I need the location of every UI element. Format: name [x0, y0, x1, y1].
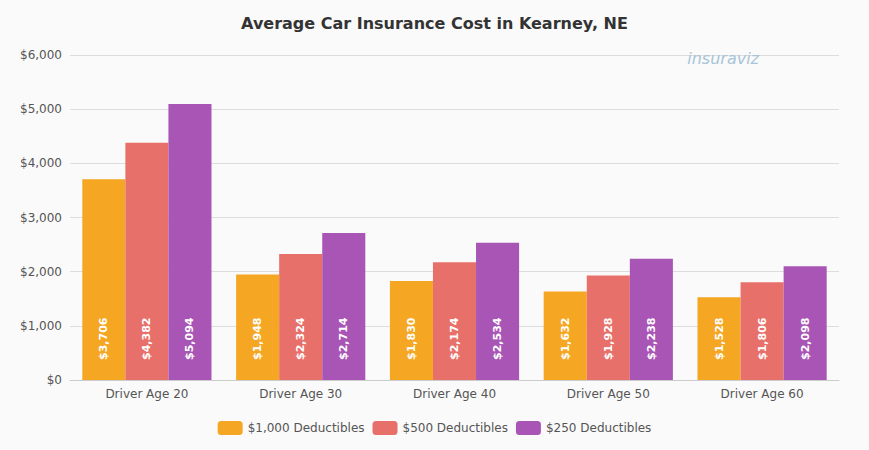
- svg-text:$2,098: $2,098: [799, 318, 812, 360]
- svg-text:Average Car Insurance Cost in: Average Car Insurance Cost in Kearney, N…: [241, 14, 628, 33]
- svg-text:$6,000: $6,000: [20, 48, 62, 62]
- svg-text:$1,528: $1,528: [713, 318, 726, 360]
- svg-text:$1,830: $1,830: [405, 317, 418, 360]
- svg-text:$3,706: $3,706: [97, 317, 110, 360]
- svg-text:$1,806: $1,806: [756, 317, 769, 360]
- svg-text:$5,000: $5,000: [20, 102, 62, 116]
- svg-text:Driver Age 60: Driver Age 60: [721, 387, 804, 401]
- svg-text:$1,000 Deductibles: $1,000 Deductibles: [248, 421, 365, 435]
- svg-text:$2,174: $2,174: [448, 317, 461, 360]
- svg-text:$1,948: $1,948: [251, 318, 264, 360]
- svg-text:$1,000: $1,000: [20, 319, 62, 333]
- svg-text:Driver Age 50: Driver Age 50: [567, 387, 650, 401]
- svg-text:$250 Deductibles: $250 Deductibles: [546, 421, 651, 435]
- svg-text:$2,714: $2,714: [337, 317, 350, 360]
- svg-text:Driver Age 20: Driver Age 20: [105, 387, 188, 401]
- svg-text:$500 Deductibles: $500 Deductibles: [403, 421, 508, 435]
- svg-text:Driver Age 30: Driver Age 30: [259, 387, 342, 401]
- svg-text:insuraviz: insuraviz: [687, 49, 759, 68]
- svg-text:$1,632: $1,632: [559, 318, 572, 360]
- svg-text:$3,000: $3,000: [20, 211, 62, 225]
- svg-text:$4,382: $4,382: [140, 318, 153, 360]
- svg-text:$1,928: $1,928: [602, 318, 615, 360]
- svg-text:$2,238: $2,238: [645, 318, 658, 360]
- svg-text:$2,000: $2,000: [20, 265, 62, 279]
- svg-text:$4,000: $4,000: [20, 156, 62, 170]
- svg-text:$0: $0: [47, 373, 62, 387]
- svg-text:$5,094: $5,094: [183, 317, 196, 360]
- svg-text:Driver Age 40: Driver Age 40: [413, 387, 496, 401]
- svg-text:$2,534: $2,534: [491, 317, 504, 360]
- svg-text:$2,324: $2,324: [294, 317, 307, 360]
